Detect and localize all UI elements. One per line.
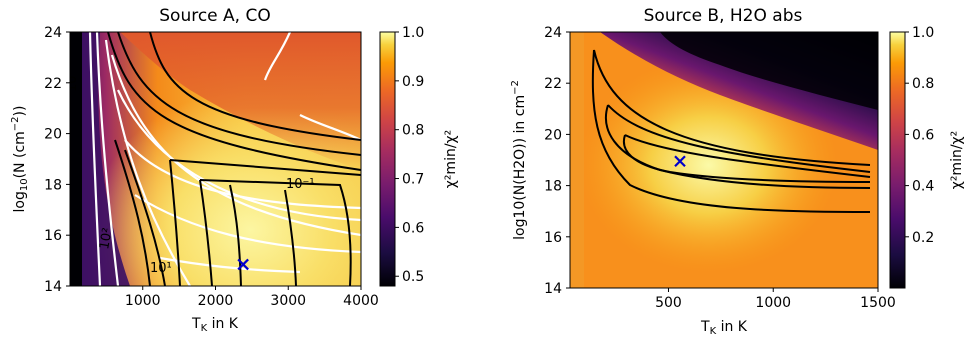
panel-b-colorbar-label: χ²min/χ²: [949, 131, 965, 190]
panel-b-colorbar: [889, 31, 906, 289]
panel-b-axes-frame: [569, 31, 879, 289]
panel-b-title: Source B, H2O abs: [644, 6, 803, 26]
panel-a-colorbar-label: χ²min/χ²: [443, 130, 459, 189]
panel-b-x-label: TK in K: [700, 319, 748, 337]
y-tick-label: 18: [44, 177, 62, 193]
colorbar-tick-label: 0.8: [402, 123, 424, 139]
colorbar-tick-label: 0.9: [402, 74, 424, 90]
colorbar-tick-label: 0.5: [402, 269, 424, 285]
panel-a-heatmap: 10¹ 10² 10⁻¹ 10: [65, 32, 361, 286]
panel-source-b: Source B, H2O abs 500 1000 1500 14 16 18 20 22…: [510, 6, 965, 337]
y-tick-label: 24: [544, 25, 562, 41]
contour-label: 10¹: [150, 261, 172, 276]
x-tick-label: 1500: [860, 295, 896, 311]
panel-b-y-ticks: 14 16 18 20 22 24: [544, 25, 570, 297]
colorbar-tick-label: 0.4: [912, 179, 934, 195]
panel-a-title: Source A, CO: [159, 6, 270, 26]
y-tick-label: 20: [544, 127, 562, 143]
panel-a-y-ticks: 14 16 18 20 22 24: [44, 25, 70, 295]
y-tick-label: 14: [44, 279, 62, 295]
y-tick-label: 18: [544, 179, 562, 195]
y-tick-label: 22: [544, 76, 562, 92]
colorbar-tick-label: 0.6: [912, 127, 934, 143]
contour-label: 10⁻¹: [286, 177, 315, 192]
colorbar-tick-label: 1.0: [912, 25, 934, 41]
colorbar-tick-label: 1.0: [402, 25, 424, 41]
contour-label: 10²: [97, 227, 116, 251]
best-fit-x-stroke: [237, 258, 249, 271]
colorbar-tick-label: 0.8: [912, 76, 934, 92]
panel-a-y-label: log10(N (cm−2)): [10, 106, 30, 213]
panel-a-x-label: TK in K: [191, 316, 239, 334]
x-tick-label: 3000: [270, 293, 306, 309]
panel-source-a: Source A, CO: [10, 6, 459, 334]
x-tick-label: 1000: [125, 293, 161, 309]
contour-label: 10: [65, 75, 80, 92]
colorbar-tick-label: 0.2: [912, 230, 934, 246]
panel-a-best-fit-marker: [237, 258, 249, 271]
panel-b-colorbar-ticks: 0.2 0.4 0.6 0.8 1.0: [905, 25, 934, 246]
best-fit-x-stroke: [674, 155, 686, 168]
y-tick-label: 22: [44, 76, 62, 92]
panel-b-y-label: log10(N(H2O)) in cm−2: [510, 80, 528, 240]
panel-a-x-ticks: 1000 2000 3000 4000: [125, 286, 379, 309]
panel-a-colorbar: [379, 31, 396, 287]
colorbar-tick-label: 0.6: [402, 220, 424, 236]
y-tick-label: 14: [544, 281, 562, 297]
panel-b-x-ticks: 500 1000 1500: [655, 288, 896, 311]
y-tick-label: 24: [44, 25, 62, 41]
x-tick-label: 2000: [198, 293, 234, 309]
y-tick-label: 20: [44, 127, 62, 143]
x-tick-label: 500: [655, 295, 682, 311]
panel-b-heatmap: [570, 32, 878, 288]
panel-a-colorbar-ticks: 0.5 0.6 0.7 0.8 0.9 1.0: [395, 25, 424, 285]
x-tick-label: 4000: [343, 293, 379, 309]
y-tick-label: 16: [44, 228, 62, 244]
y-tick-label: 16: [544, 230, 562, 246]
panel-b-best-fit-marker: [674, 155, 686, 168]
colorbar-tick-label: 0.7: [402, 172, 424, 188]
x-tick-label: 1000: [755, 295, 791, 311]
